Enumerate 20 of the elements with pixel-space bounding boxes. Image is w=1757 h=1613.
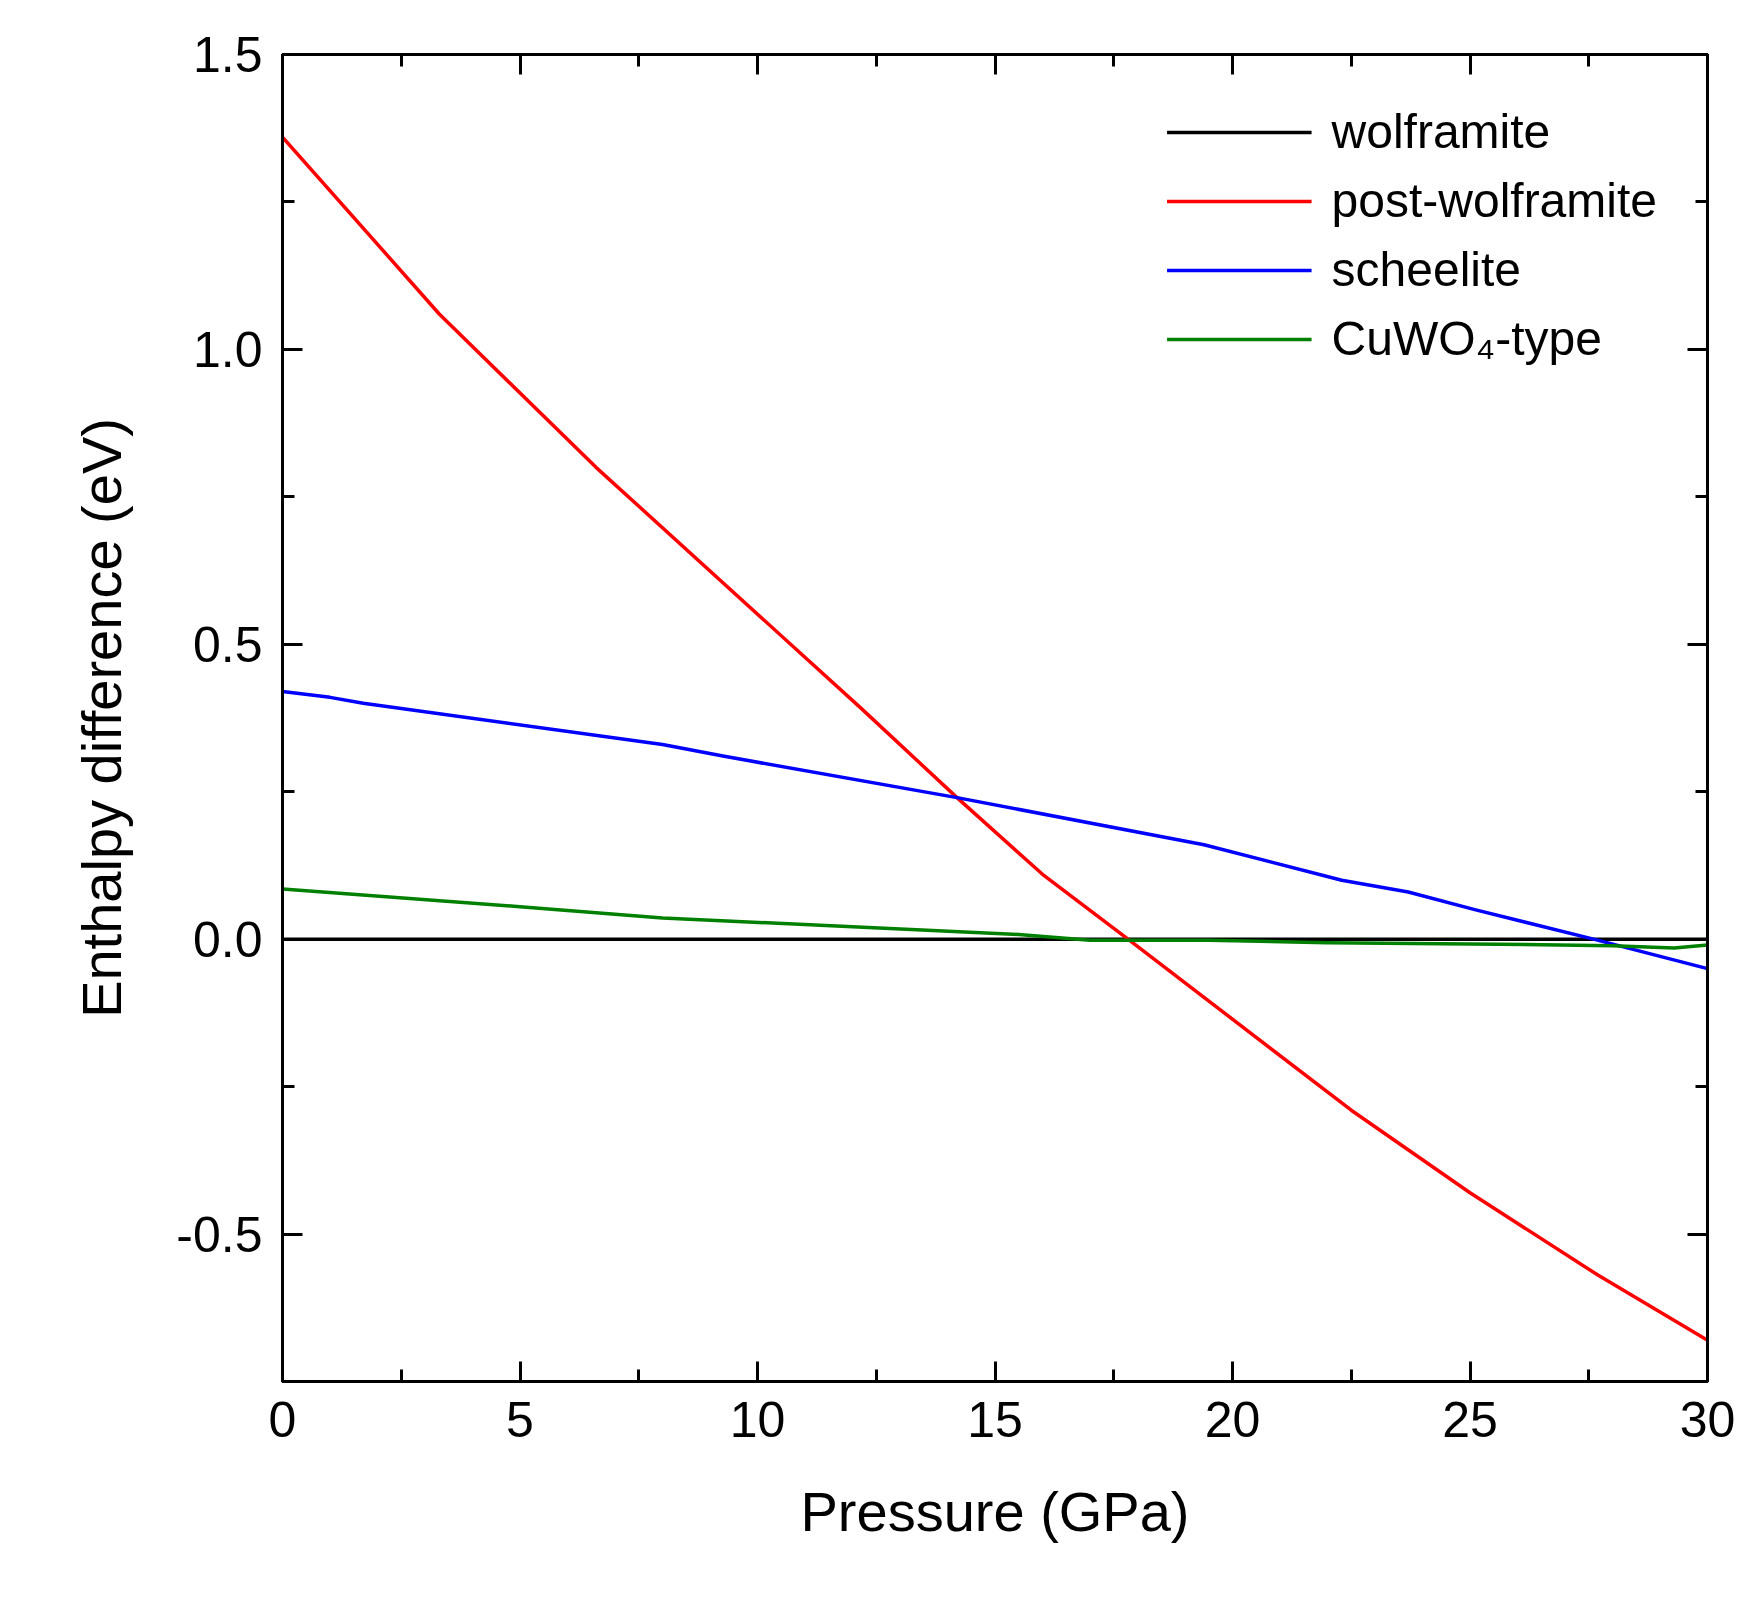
line-series <box>282 887 1708 950</box>
legend-label: scheelite <box>1331 242 1522 297</box>
y-tick-label: 1.5 <box>192 27 263 83</box>
x-tick-label: 5 <box>506 1391 534 1448</box>
x-tick-label: 15 <box>967 1391 1023 1448</box>
y-tick-label: 0.5 <box>192 616 263 673</box>
x-tick-label: 0 <box>268 1391 297 1448</box>
x-axis-title: Pressure (GPa) <box>800 1479 1190 1543</box>
legend-label: CuWO₄-type <box>1331 311 1602 366</box>
x-tick-label: 25 <box>1442 1391 1498 1448</box>
x-tick-label: 30 <box>1679 1391 1736 1448</box>
line-series <box>282 689 1708 971</box>
y-tick-label: 0.0 <box>192 911 263 968</box>
legend-label: wolframite <box>1331 104 1551 159</box>
y-tick-label: 1.0 <box>192 321 263 378</box>
y-tick-label: -0.5 <box>176 1206 263 1263</box>
legend-label: post-wolframite <box>1331 173 1657 228</box>
x-tick-label: 10 <box>729 1391 786 1448</box>
y-axis-title: Enthalpy difference (eV) <box>70 418 134 1018</box>
x-tick-label: 20 <box>1204 1391 1261 1448</box>
